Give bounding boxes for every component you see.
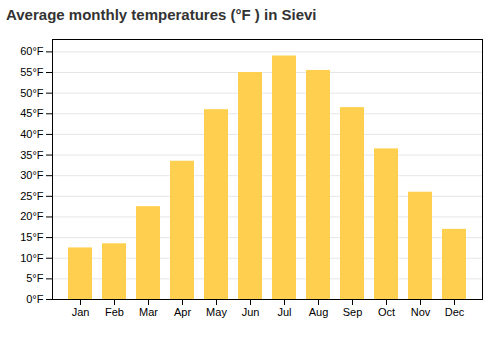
- svg-text:Apr: Apr: [174, 306, 191, 318]
- svg-text:50°F: 50°F: [20, 87, 44, 99]
- svg-text:Nov: Nov: [411, 306, 431, 318]
- svg-text:Feb: Feb: [105, 306, 124, 318]
- svg-text:Aug: Aug: [309, 306, 329, 318]
- svg-text:10°F: 10°F: [20, 252, 44, 264]
- svg-text:Sep: Sep: [343, 306, 363, 318]
- svg-text:Dec: Dec: [445, 306, 465, 318]
- svg-text:40°F: 40°F: [20, 128, 44, 140]
- svg-text:20°F: 20°F: [20, 210, 44, 222]
- svg-text:5°F: 5°F: [26, 272, 44, 284]
- svg-text:Jan: Jan: [72, 306, 90, 318]
- svg-text:45°F: 45°F: [20, 107, 44, 119]
- svg-text:25°F: 25°F: [20, 190, 44, 202]
- svg-text:60°F: 60°F: [20, 45, 44, 57]
- svg-text:30°F: 30°F: [20, 169, 44, 181]
- html-text:Average monthly temperatures (: Average monthly temperatures (°F ) in Si…: [6, 6, 317, 23]
- svg-text:Mar: Mar: [139, 306, 158, 318]
- svg-text:35°F: 35°F: [20, 149, 44, 161]
- svg-text:55°F: 55°F: [20, 66, 44, 78]
- svg-text:15°F: 15°F: [20, 231, 44, 243]
- svg-text:Oct: Oct: [378, 306, 395, 318]
- svg-text:May: May: [206, 306, 227, 318]
- svg-text:Jun: Jun: [242, 306, 260, 318]
- svg-text:0°F: 0°F: [26, 293, 44, 305]
- svg-text:Jul: Jul: [277, 306, 291, 318]
